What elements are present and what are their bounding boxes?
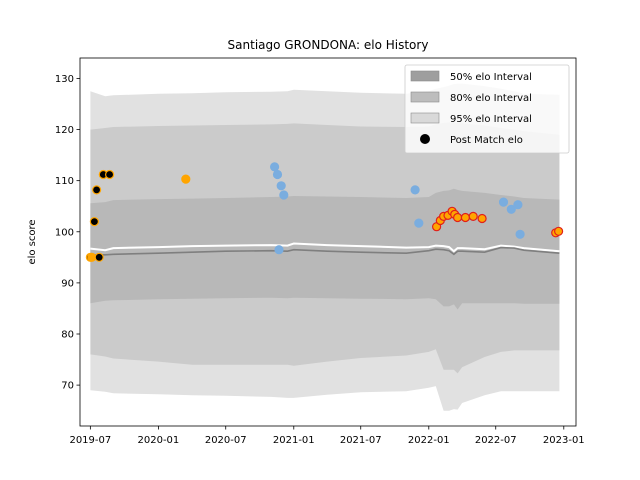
post-match-point [515, 229, 525, 239]
post-match-point [498, 197, 509, 207]
post-match-point [553, 226, 564, 236]
post-match-point [477, 213, 487, 224]
legend-label: 95% elo Interval [450, 114, 532, 125]
y-axis: 70 80 90 100 110 120 130 [55, 74, 80, 392]
y-tick-label: 130 [55, 74, 74, 85]
post-match-point [89, 217, 100, 227]
mean-upper-edge-line [90, 242, 560, 253]
y-tick-label: 120 [55, 125, 74, 136]
x-tick-label: 2023-01 [543, 435, 585, 446]
x-tick-label: 2020-07 [205, 435, 247, 446]
legend: 50% elo Interval 80% elo Interval 95% elo … [404, 64, 570, 154]
y-tick-label: 70 [61, 381, 74, 392]
mean-elo-line [90, 246, 560, 256]
post-match-point [181, 174, 191, 184]
post-match-point [453, 212, 463, 223]
y-tick-label: 100 [55, 227, 74, 238]
legend-marker [420, 134, 430, 144]
legend-label: 50% elo Interval [450, 72, 532, 83]
post-match-point [506, 204, 516, 214]
x-tick-label: 2019-07 [69, 435, 111, 446]
y-tick-label: 90 [61, 278, 74, 289]
post-match-point [272, 169, 283, 180]
post-match-point [274, 245, 284, 255]
y-tick-label: 110 [55, 176, 74, 187]
post-match-point [414, 218, 424, 228]
legend-swatch [410, 70, 440, 82]
plot-frame [79, 57, 577, 427]
legend-swatch [410, 91, 440, 103]
x-tick-label: 2022-07 [475, 435, 517, 446]
legend-label: 80% elo Interval [450, 93, 532, 104]
y-tick-label: 80 [61, 330, 74, 341]
legend-items: 50% elo Interval 80% elo Interval 95% elo … [410, 70, 532, 146]
legend-box [404, 64, 570, 154]
x-tick-label: 2020-01 [138, 435, 180, 446]
legend-label: Post Match elo [450, 135, 523, 146]
x-tick-label: 2021-07 [340, 435, 382, 446]
chart-title: Santiago GRONDONA: elo History [228, 38, 429, 52]
post-match-point [276, 181, 286, 191]
confidence-bands [90, 83, 560, 411]
post-match-point [460, 212, 470, 223]
post-match-point [468, 211, 478, 221]
legend-swatch [410, 112, 440, 124]
post-match-point [91, 185, 102, 195]
x-tick-label: 2021-01 [273, 435, 315, 446]
x-axis: 2019-07 2020-01 2020-07 2021-01 2021-07 2022-… [69, 426, 585, 446]
post-match-point [104, 169, 115, 180]
x-tick-label: 2022-01 [408, 435, 450, 446]
post-match-point [94, 252, 104, 262]
post-match-points [85, 162, 564, 262]
post-match-point [513, 200, 523, 210]
plot-area [85, 83, 564, 411]
y-axis-label: elo score [27, 219, 38, 264]
post-match-point [270, 162, 280, 172]
post-match-point [410, 185, 420, 195]
post-match-point [279, 190, 289, 200]
